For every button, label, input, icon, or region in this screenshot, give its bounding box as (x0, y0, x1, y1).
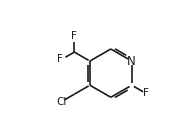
Text: F: F (57, 54, 63, 64)
Text: Cl: Cl (56, 97, 66, 107)
Text: F: F (71, 31, 77, 41)
Text: F: F (143, 88, 149, 98)
Text: N: N (127, 55, 136, 68)
